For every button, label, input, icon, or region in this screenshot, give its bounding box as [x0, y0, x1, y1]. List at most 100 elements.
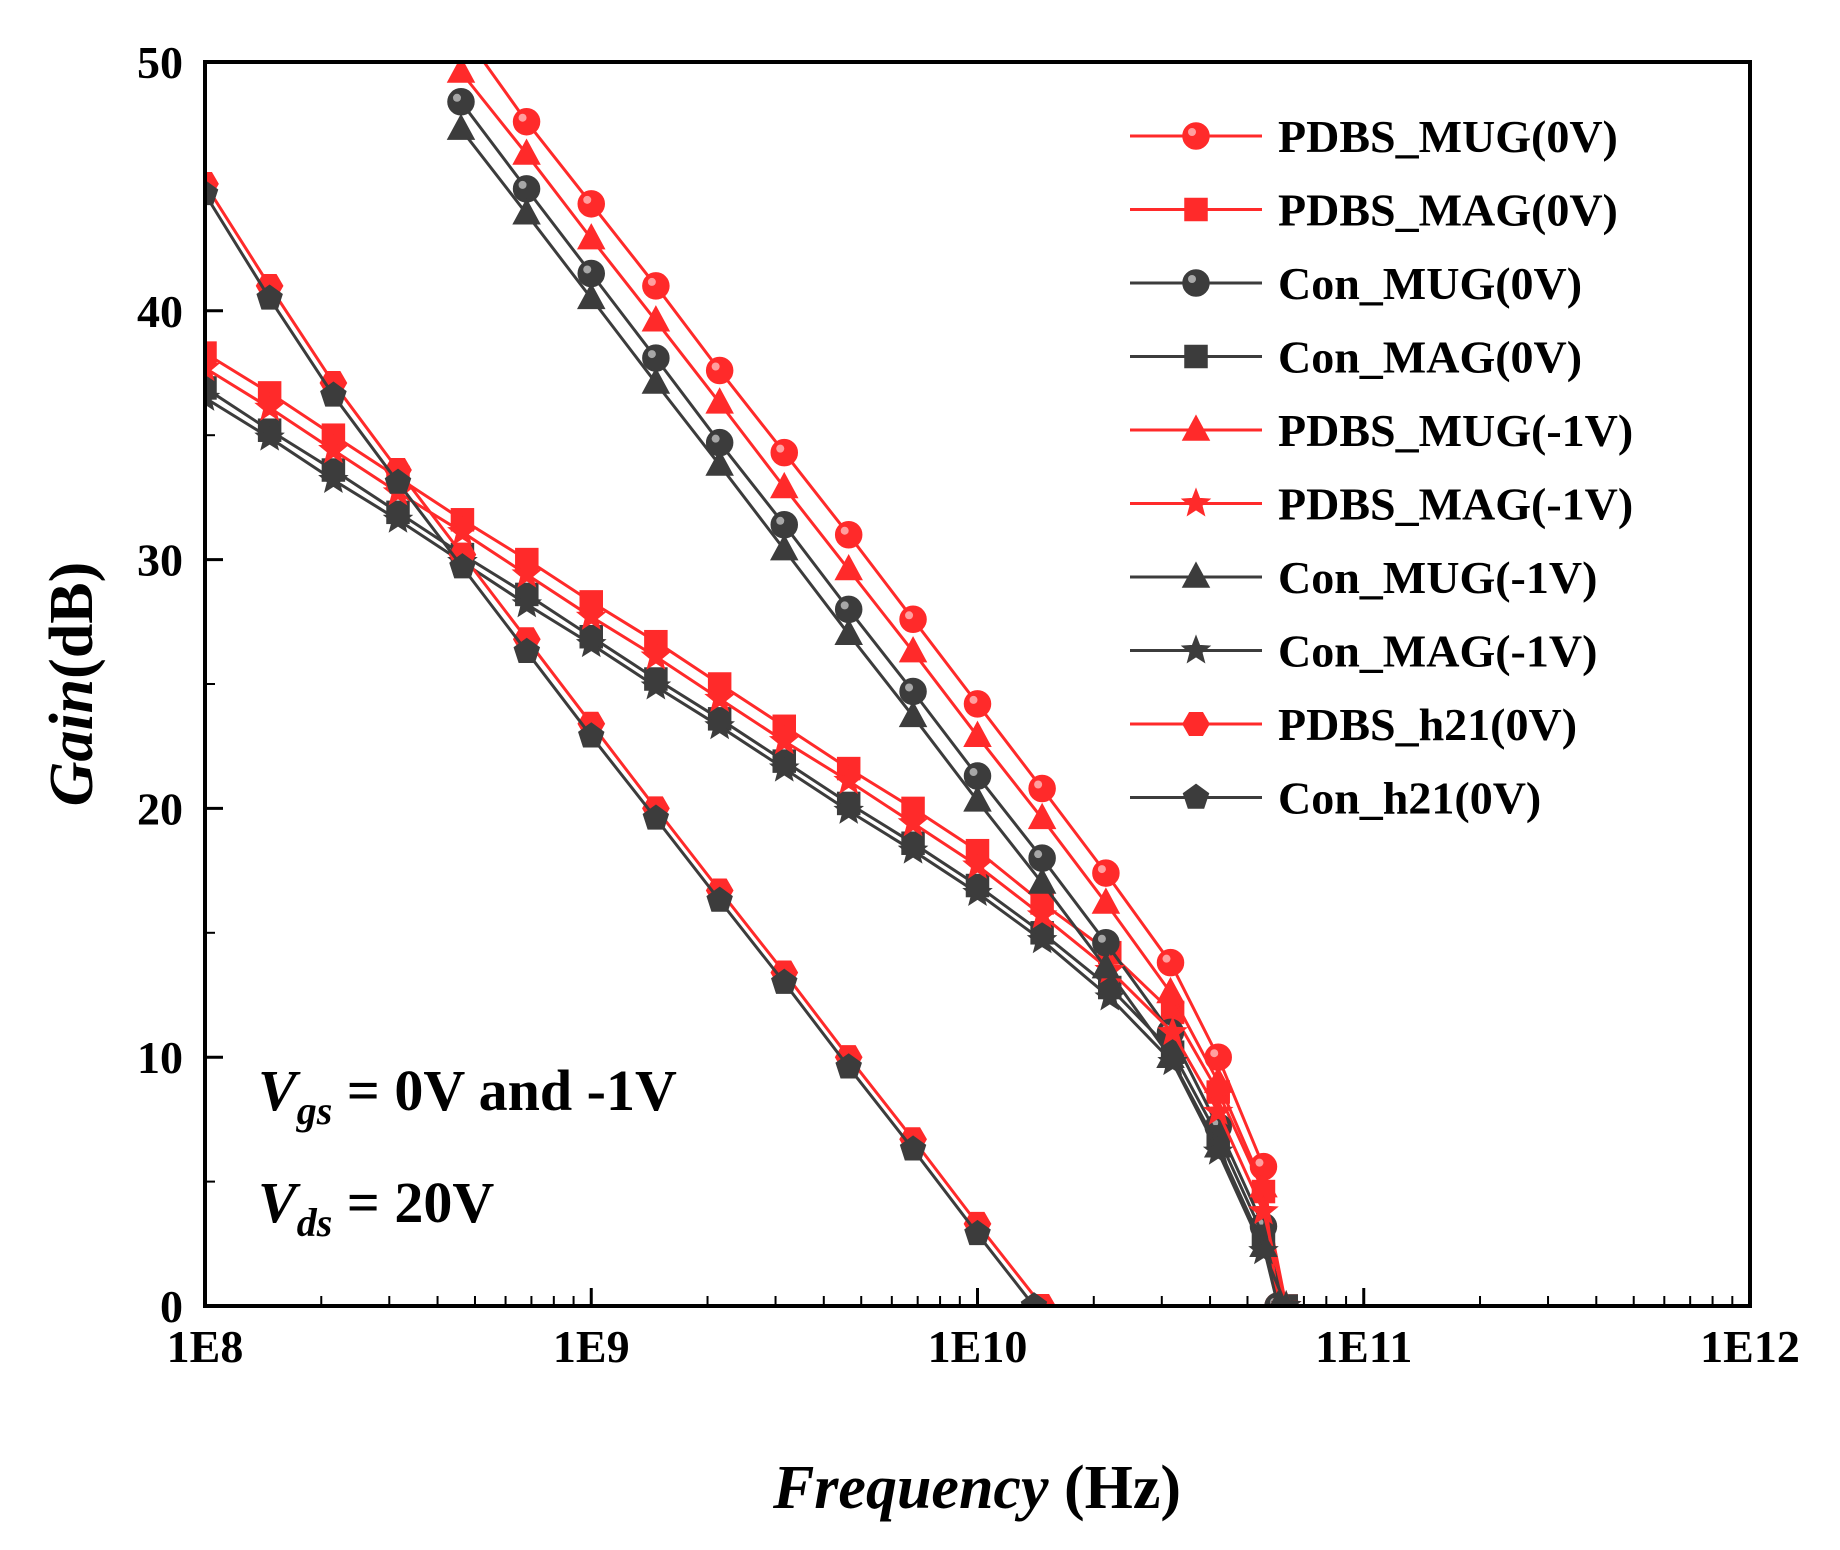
data-point	[898, 700, 928, 728]
data-point	[705, 356, 734, 385]
legend-item: PDBS_MUG(-1V)	[1130, 405, 1633, 456]
data-point	[1094, 981, 1126, 1011]
data-point	[835, 1053, 862, 1079]
data-point	[1091, 952, 1121, 979]
x-axis-title-main: Frequency	[772, 1454, 1049, 1522]
data-point	[205, 179, 219, 206]
legend-marker	[1181, 561, 1211, 588]
legend-marker-shine	[1188, 128, 1196, 136]
data-point	[578, 722, 605, 748]
data-point	[254, 391, 285, 421]
data-point	[641, 305, 671, 332]
data-point-shine	[647, 277, 656, 286]
data-point	[963, 720, 992, 747]
data-point	[1156, 976, 1185, 1004]
data-point	[318, 463, 349, 493]
data-point	[770, 438, 799, 467]
legend-label: PDBS_MAG(-1V)	[1278, 479, 1633, 530]
data-point	[318, 433, 349, 464]
legend-marker	[1182, 269, 1210, 297]
series-line	[205, 386, 1288, 1306]
data-point-shine	[969, 695, 978, 704]
data-point	[769, 534, 799, 561]
data-point	[254, 421, 285, 451]
data-point	[1027, 867, 1057, 894]
data-point-shine	[452, 93, 461, 102]
y-tick-label: 0	[160, 1281, 183, 1332]
data-point	[256, 284, 283, 310]
data-point	[770, 511, 799, 539]
annotation-vgs-v: V	[258, 1058, 301, 1123]
data-point	[964, 1219, 991, 1246]
data-point-shine	[518, 113, 527, 122]
data-point	[642, 272, 670, 300]
data-point	[1157, 1016, 1188, 1046]
series-9	[205, 179, 1048, 1306]
data-point	[641, 367, 671, 394]
data-point-shine	[453, 22, 461, 30]
data-point	[512, 138, 541, 165]
data-point-shine	[1162, 954, 1171, 963]
data-point	[833, 794, 864, 824]
data-point-shine	[1034, 780, 1043, 789]
data-point	[575, 628, 607, 658]
annotation-vds-v: V	[258, 1170, 301, 1235]
data-point	[962, 876, 993, 906]
data-point	[705, 449, 734, 476]
data-point	[511, 588, 543, 618]
data-point	[1092, 859, 1120, 887]
series-line	[205, 351, 1288, 1306]
data-point	[768, 725, 800, 755]
data-point	[897, 834, 929, 864]
data-point	[449, 553, 476, 579]
data-point	[577, 190, 605, 218]
data-point	[1202, 1135, 1234, 1165]
data-point-shine	[776, 444, 785, 453]
data-point-shine	[711, 434, 720, 443]
data-point-shine	[1034, 850, 1043, 859]
data-point	[1203, 1066, 1233, 1093]
legend-marker	[1182, 122, 1210, 150]
annotation-vgs-rest: = 0V and -1V	[332, 1058, 677, 1123]
data-point	[576, 282, 606, 310]
legend-label: Con_MUG(0V)	[1278, 258, 1582, 309]
data-point	[205, 351, 221, 382]
annotation-vds-sub: ds	[297, 1200, 333, 1245]
data-point	[1092, 929, 1120, 957]
data-point	[1026, 899, 1058, 929]
plot-frame	[203, 60, 1752, 1308]
legend-marker	[1184, 197, 1208, 222]
data-point-shine	[518, 180, 527, 189]
data-point	[1027, 802, 1057, 830]
x-tick-label: 1E8	[167, 1321, 244, 1372]
series-line	[205, 366, 1288, 1306]
data-point	[1091, 887, 1121, 914]
legend-marker	[1180, 634, 1212, 664]
legend: PDBS_MUG(0V) PDBS_MAG(0V) Con_MUG(0V) Con_M…	[1130, 111, 1633, 824]
x-tick-label: 1E9	[553, 1321, 630, 1372]
data-point	[205, 381, 221, 411]
data-point-shine	[1255, 1158, 1264, 1167]
data-point	[577, 259, 605, 288]
legend-item: Con_MUG(0V)	[1130, 258, 1582, 309]
data-point	[448, 17, 474, 43]
data-point	[575, 600, 607, 630]
data-point	[963, 690, 992, 718]
legend-label: PDBS_h21(0V)	[1278, 699, 1577, 750]
x-tick-label: 1E10	[928, 1321, 1028, 1372]
annotation-vds-rest: = 20V	[332, 1170, 494, 1235]
data-point-shine	[969, 768, 978, 777]
data-point	[899, 605, 927, 634]
data-point	[705, 387, 734, 414]
legend-marker	[1184, 344, 1208, 369]
data-point	[897, 807, 929, 837]
data-point	[511, 558, 543, 588]
data-point	[769, 471, 799, 499]
legend-label: Con_MAG(-1V)	[1278, 626, 1597, 677]
data-point	[447, 516, 478, 546]
y-tick-label: 20	[137, 783, 183, 834]
legend-item: PDBS_MAG(-1V)	[1130, 479, 1633, 530]
data-point	[320, 381, 347, 407]
annotation-vds: Vds = 20V	[258, 1170, 494, 1245]
y-axis-title-unit: (dB)	[38, 562, 106, 679]
